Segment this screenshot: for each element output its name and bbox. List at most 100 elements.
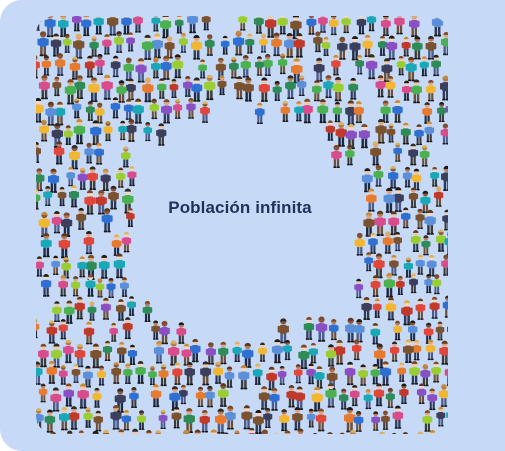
crowd-person (294, 101, 304, 122)
crowd-person (293, 32, 305, 58)
crowd-person (407, 320, 418, 342)
crowd-person (392, 187, 404, 213)
crowd-person (303, 316, 315, 340)
crowd-person (95, 278, 105, 298)
crowd-person (412, 36, 423, 60)
crowd-person (444, 363, 448, 386)
crowd-person (116, 80, 127, 103)
crowd-person (280, 101, 291, 122)
crowd-person (52, 301, 62, 323)
crowd-person (58, 406, 70, 431)
crowd-person (101, 208, 113, 233)
crowd-person (420, 364, 431, 387)
crowd-person (210, 429, 217, 434)
crowd-person (110, 97, 121, 119)
crowd-person (169, 78, 179, 99)
crowd-person (431, 54, 441, 77)
crowd-person (50, 431, 56, 434)
crowd-person (252, 363, 263, 385)
crowd-person (198, 59, 207, 79)
crowd-person (200, 361, 212, 386)
crowd-person (373, 164, 384, 187)
crowd-person (353, 411, 364, 432)
crowd-person (392, 405, 404, 429)
crowd-person (306, 16, 317, 35)
crowd-person (337, 36, 348, 60)
crowd-person (200, 101, 210, 123)
crowd-person (254, 102, 265, 125)
crowd-person (351, 339, 362, 361)
crowd-person (184, 361, 195, 386)
crowd-person (224, 405, 236, 430)
crowd-person (85, 274, 96, 297)
crowd-person (127, 166, 137, 187)
crowd-person (435, 229, 447, 252)
crowd-person (356, 16, 367, 35)
crowd-person (389, 254, 399, 276)
crowd-person (240, 55, 251, 78)
crowd-person (36, 318, 40, 339)
crowd-person (440, 432, 446, 434)
crowd-person (315, 316, 328, 342)
crowd-person (36, 408, 44, 431)
crowd-person (83, 365, 93, 388)
crowd-person (51, 255, 61, 275)
crowd-person (362, 34, 373, 58)
crowd-person (414, 124, 424, 146)
crowd-person (161, 99, 173, 124)
crowd-person (36, 188, 41, 210)
crowd-person (409, 273, 418, 294)
crowd-person (298, 344, 310, 370)
crowd-person (36, 141, 41, 163)
crowd-person (232, 341, 242, 363)
crowd-person (313, 31, 323, 53)
crowd-person (46, 320, 58, 344)
crowd-person (69, 145, 81, 170)
crowd-person (341, 16, 351, 34)
crowd-person (157, 78, 167, 99)
crowd-person (328, 16, 339, 36)
crowd-person (126, 119, 137, 142)
crowd-person (108, 185, 119, 210)
crowd-person (69, 56, 81, 80)
crowd-person (424, 209, 436, 235)
crowd-person (416, 383, 427, 404)
crowd-person (403, 257, 414, 278)
crowd-person (344, 406, 356, 433)
crowd-person (63, 125, 73, 145)
crowd-person (432, 274, 442, 295)
crowd-person (396, 55, 406, 76)
crowd-person (371, 411, 381, 431)
crowd-person (408, 16, 420, 37)
crowd-person (317, 98, 329, 124)
crowd-person (158, 364, 169, 387)
crowd-person (194, 429, 201, 434)
crowd-person (217, 75, 227, 96)
crowd-person (245, 33, 255, 54)
crowd-person (315, 408, 327, 432)
crowd-person (242, 342, 254, 368)
crowd-person (306, 363, 316, 385)
crowd-person (361, 296, 372, 320)
crowd-person (187, 16, 198, 34)
crowd-person (401, 207, 411, 229)
crowd-person (381, 410, 390, 430)
crowd-person (45, 101, 57, 126)
crowd-person (76, 207, 87, 230)
crowd-person (262, 53, 273, 76)
crowd-person (349, 429, 356, 434)
crowd-person (142, 77, 154, 103)
crowd-person (271, 339, 283, 364)
crowd-person (375, 118, 387, 144)
crowd-person (296, 75, 307, 97)
crowd-person (81, 16, 92, 37)
crowd-person (297, 428, 304, 434)
crowd-person (415, 298, 426, 320)
crowd-person (379, 431, 386, 434)
crowd-person (61, 257, 72, 279)
crowd-person (308, 342, 318, 364)
crowd-person (190, 34, 203, 60)
crowd-person (331, 144, 342, 169)
crowd-person (294, 386, 305, 410)
